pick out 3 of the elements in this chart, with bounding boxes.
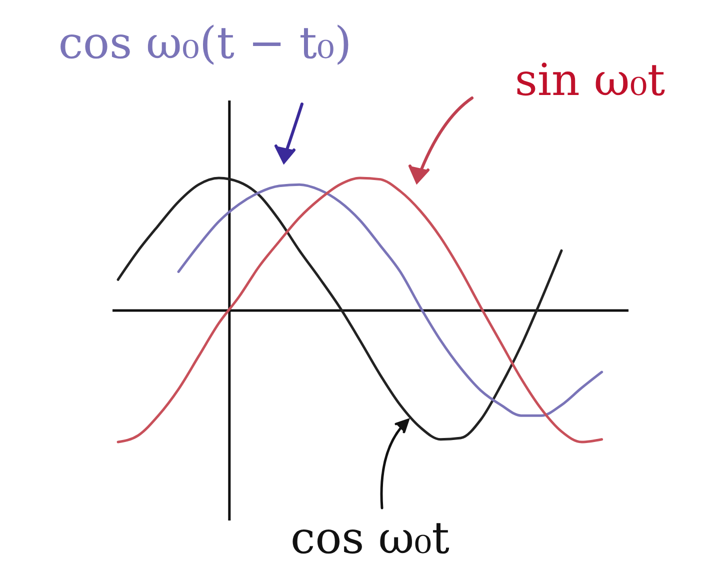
series-label: cos ω₀t [290,513,450,564]
text: sin ω₀t [514,55,666,106]
text: cos ω₀(t − t₀) [58,18,352,69]
